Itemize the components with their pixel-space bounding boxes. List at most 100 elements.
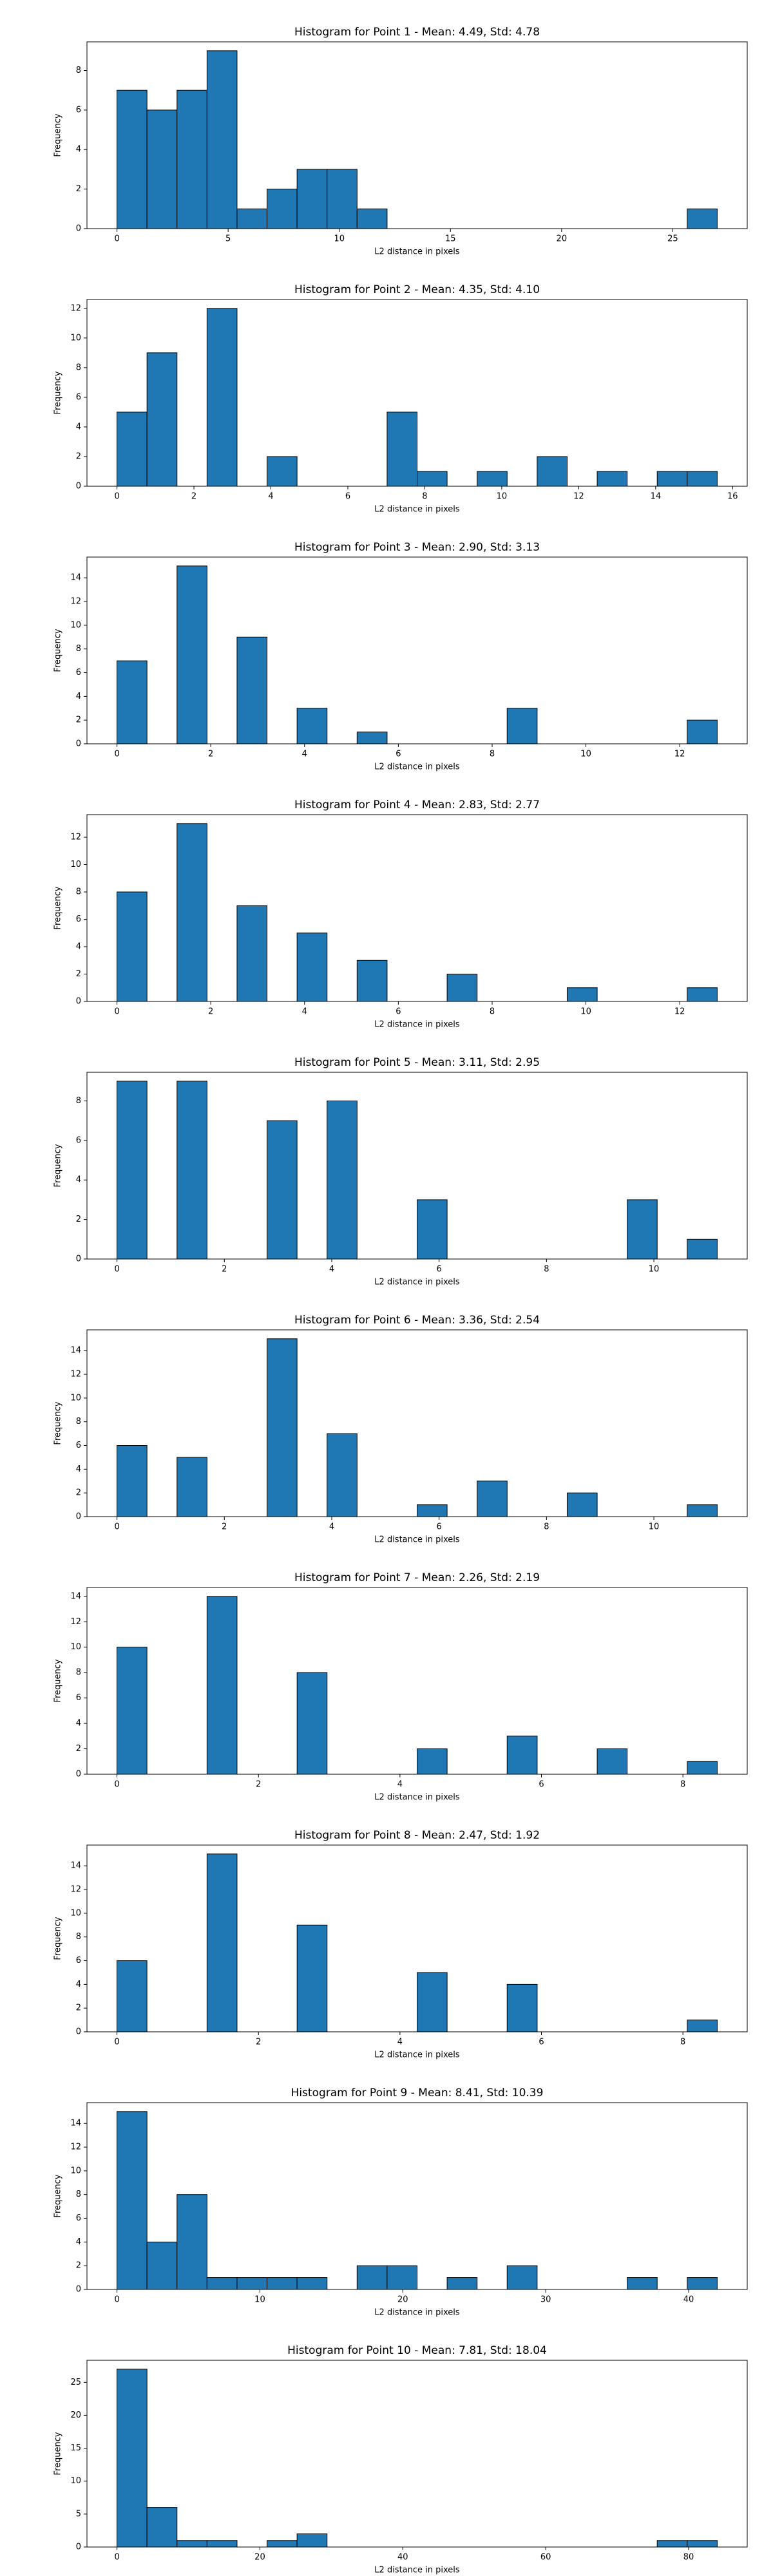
bar bbox=[446, 974, 478, 1002]
y-tick-label: 0 bbox=[76, 739, 81, 749]
y-axis-label: Frequency bbox=[53, 1401, 63, 1444]
bar bbox=[417, 1199, 448, 1260]
bar bbox=[117, 660, 148, 744]
chart: Histogram for Point 2 - Mean: 4.35, Std:… bbox=[53, 283, 748, 515]
y-tick-label: 0 bbox=[76, 2543, 81, 2552]
y-tick-label: 14 bbox=[70, 573, 81, 583]
y-tick-label: 2 bbox=[76, 715, 81, 725]
bar bbox=[236, 208, 268, 229]
y-tick-label: 2 bbox=[76, 1744, 81, 1754]
y-tick-label: 2 bbox=[76, 2261, 81, 2271]
x-tick-label: 0 bbox=[114, 234, 119, 244]
bar bbox=[206, 1596, 238, 1775]
y-tick-label: 4 bbox=[76, 692, 81, 701]
y-tick-label: 12 bbox=[70, 833, 81, 842]
x-tick-label: 15 bbox=[445, 234, 456, 244]
x-tick-label: 0 bbox=[114, 1007, 119, 1017]
x-tick-label: 2 bbox=[208, 750, 213, 759]
x-tick-label: 2 bbox=[208, 1007, 213, 1017]
y-tick-label: 12 bbox=[70, 597, 81, 607]
x-tick-label: 6 bbox=[396, 1007, 401, 1017]
axes-frame bbox=[86, 1587, 748, 1775]
y-tick-label: 8 bbox=[76, 1096, 81, 1106]
x-tick-label: 0 bbox=[114, 2295, 119, 2305]
y-tick-label: 6 bbox=[76, 1135, 81, 1145]
y-tick-label: 0 bbox=[76, 2027, 81, 2037]
bar bbox=[627, 2277, 658, 2290]
x-tick-label: 8 bbox=[490, 750, 495, 759]
y-tick-label: 4 bbox=[76, 145, 81, 155]
bar bbox=[687, 2020, 718, 2032]
bar bbox=[506, 2265, 538, 2290]
chart-title: Histogram for Point 1 - Mean: 4.49, Std:… bbox=[294, 26, 540, 39]
axes-frame bbox=[86, 1329, 748, 1517]
x-tick-label: 2 bbox=[256, 2038, 261, 2047]
x-tick-label: 2 bbox=[222, 1265, 227, 1274]
x-tick-label: 4 bbox=[397, 2038, 403, 2047]
y-tick-label: 0 bbox=[76, 997, 81, 1007]
x-tick-label: 4 bbox=[329, 1522, 334, 1532]
y-tick-label: 10 bbox=[70, 860, 81, 869]
y-tick-label: 8 bbox=[76, 1932, 81, 1942]
x-axis-label: L2 distance in pixels bbox=[374, 2566, 460, 2575]
x-axis-label: L2 distance in pixels bbox=[374, 505, 460, 515]
bar bbox=[296, 2533, 328, 2548]
bar bbox=[687, 719, 718, 744]
y-axis-label: Frequency bbox=[53, 2432, 63, 2475]
x-axis-label: L2 distance in pixels bbox=[374, 1020, 460, 1030]
x-tick-label: 4 bbox=[268, 492, 273, 502]
bar bbox=[417, 1748, 448, 1775]
y-tick-label: 4 bbox=[76, 2237, 81, 2247]
x-tick-label: 40 bbox=[683, 2295, 694, 2305]
bar bbox=[177, 2194, 207, 2290]
bar bbox=[687, 1504, 718, 1517]
bar bbox=[506, 1736, 538, 1775]
y-tick-label: 4 bbox=[76, 1464, 81, 1474]
chart-title: Histogram for Point 3 - Mean: 2.90, Std:… bbox=[294, 541, 540, 554]
y-tick-label: 2 bbox=[76, 1488, 81, 1498]
x-tick-label: 6 bbox=[345, 492, 350, 502]
chart-title: Histogram for Point 10 - Mean: 7.81, Std… bbox=[287, 2344, 547, 2357]
y-tick-label: 20 bbox=[70, 2410, 81, 2420]
chart: Histogram for Point 1 - Mean: 4.49, Std:… bbox=[53, 26, 748, 257]
x-tick-label: 20 bbox=[557, 234, 568, 244]
bar bbox=[146, 2507, 178, 2548]
bar bbox=[417, 1972, 448, 2032]
bar bbox=[177, 1081, 207, 1260]
x-tick-label: 10 bbox=[580, 750, 591, 759]
bar bbox=[477, 471, 508, 487]
bar bbox=[146, 109, 178, 229]
x-axis-label: L2 distance in pixels bbox=[374, 2050, 460, 2060]
bar bbox=[117, 90, 148, 229]
y-tick-label: 12 bbox=[70, 1617, 81, 1627]
x-tick-label: 40 bbox=[397, 2553, 408, 2562]
axes-frame bbox=[86, 1844, 748, 2032]
bar bbox=[327, 1433, 358, 1517]
axes-frame bbox=[86, 2360, 748, 2548]
y-tick-label: 5 bbox=[76, 2509, 81, 2519]
y-tick-label: 8 bbox=[76, 644, 81, 654]
bar bbox=[596, 1748, 628, 1775]
y-tick-label: 14 bbox=[70, 2119, 81, 2128]
bar bbox=[687, 208, 718, 229]
x-tick-label: 8 bbox=[422, 492, 427, 502]
x-tick-label: 8 bbox=[680, 1780, 685, 1790]
axes-frame bbox=[86, 2102, 748, 2290]
x-axis-label: L2 distance in pixels bbox=[374, 1535, 460, 1545]
bar bbox=[177, 90, 207, 229]
x-axis-label: L2 distance in pixels bbox=[374, 1793, 460, 1803]
y-axis-label: Frequency bbox=[53, 371, 63, 414]
chart-title: Histogram for Point 5 - Mean: 3.11, Std:… bbox=[294, 1056, 540, 1069]
x-axis-label: L2 distance in pixels bbox=[374, 247, 460, 257]
y-axis-label: Frequency bbox=[53, 1659, 63, 1702]
x-tick-label: 10 bbox=[497, 492, 508, 502]
x-tick-label: 0 bbox=[114, 1265, 119, 1274]
chart-title: Histogram for Point 4 - Mean: 2.83, Std:… bbox=[294, 799, 540, 811]
x-tick-label: 0 bbox=[114, 1780, 119, 1790]
bar bbox=[296, 1924, 328, 2032]
bar bbox=[267, 1338, 298, 1517]
y-tick-label: 2 bbox=[76, 1215, 81, 1224]
y-tick-label: 0 bbox=[76, 1512, 81, 1522]
bar bbox=[117, 412, 148, 487]
